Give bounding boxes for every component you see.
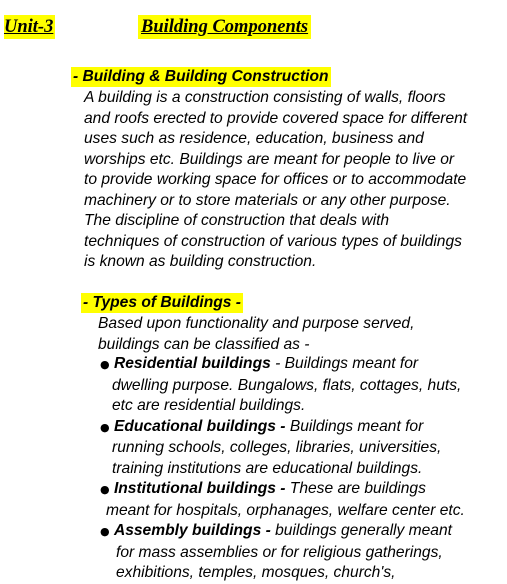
types-intro-paragraph: Based upon functionality and purpose ser… bbox=[98, 314, 414, 355]
bullet-icon: ● bbox=[100, 483, 110, 496]
list-item-residential: ● Residential buildings - Buildings mean… bbox=[100, 354, 505, 417]
paragraph-line: is known as building construction. bbox=[84, 253, 317, 270]
list-item-assembly: ● Assembly buildings - buildings general… bbox=[100, 521, 505, 584]
section-heading-building-construction: - Building & Building Construction bbox=[71, 67, 331, 87]
bullet-icon: ● bbox=[100, 525, 110, 538]
bullet-term: Institutional buildings - bbox=[113, 480, 286, 497]
paragraph-line: techniques of construction of various ty… bbox=[84, 232, 462, 250]
bullet-icon: ● bbox=[100, 358, 110, 371]
paragraph-line: uses such as residence, education, busin… bbox=[84, 130, 424, 147]
bullet-text: - Buildings meant for bbox=[270, 355, 419, 372]
bullet-text: Buildings meant for bbox=[285, 417, 424, 435]
paragraph-line: to provide working space for offices or … bbox=[84, 171, 467, 188]
bullet-continuation: for mass assemblies or for religious gat… bbox=[116, 543, 443, 561]
bullet-term: Residential buildings bbox=[113, 355, 271, 372]
building-types-list: ● Residential buildings - Buildings mean… bbox=[100, 354, 505, 584]
building-definition-paragraph: A building is a construction consisting … bbox=[84, 88, 467, 273]
bullet-term: Assembly buildings - bbox=[113, 522, 271, 539]
paragraph-line: and roofs erected to provide covered spa… bbox=[84, 109, 468, 127]
bullet-continuation: exhibitions, temples, mosques, church's, bbox=[116, 564, 396, 581]
bullet-continuation: dwelling purpose. Bungalows, flats, cott… bbox=[112, 376, 462, 394]
paragraph-line: buildings can be classified as - bbox=[98, 335, 310, 353]
bullet-text: These are buildings bbox=[285, 480, 426, 497]
list-item-institutional: ● Institutional buildings - These are bu… bbox=[100, 479, 505, 521]
bullet-text: buildings generally meant bbox=[270, 522, 452, 539]
paragraph-line: Based upon functionality and purpose ser… bbox=[98, 315, 415, 332]
bullet-continuation: meant for hospitals, orphanages, welfare… bbox=[106, 501, 465, 519]
page-title: Building Components bbox=[138, 15, 312, 39]
paragraph-line: machinery or to store materials or any o… bbox=[84, 191, 451, 209]
bullet-continuation: running schools, colleges, libraries, un… bbox=[112, 439, 442, 456]
bullet-continuation: training institutions are educational bu… bbox=[112, 459, 423, 477]
list-item-educational: ● Educational buildings - Buildings mean… bbox=[100, 417, 505, 480]
bullet-icon: ● bbox=[100, 420, 110, 434]
unit-label: Unit-3 bbox=[4, 15, 56, 39]
bullet-continuation: etc are residential buildings. bbox=[112, 397, 306, 414]
paragraph-line: A building is a construction consisting … bbox=[84, 89, 446, 106]
paragraph-line: The discipline of construction that deal… bbox=[84, 212, 390, 229]
bullet-term: Educational buildings - bbox=[113, 417, 286, 435]
section-heading-types-of-buildings: - Types of Buildings - bbox=[81, 293, 243, 313]
paragraph-line: worships etc. Buildings are meant for pe… bbox=[84, 150, 455, 168]
